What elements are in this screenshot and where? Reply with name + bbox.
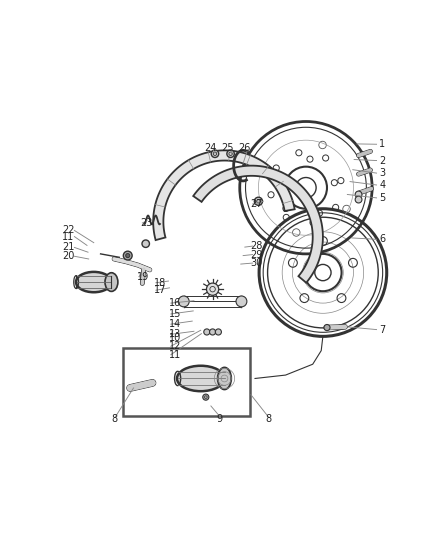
Bar bbox=[123, 348, 250, 416]
Circle shape bbox=[203, 394, 209, 400]
Text: 28: 28 bbox=[251, 241, 263, 251]
Text: 7: 7 bbox=[379, 325, 385, 335]
Text: 13: 13 bbox=[169, 329, 181, 340]
Text: 19: 19 bbox=[137, 272, 149, 281]
Text: 12: 12 bbox=[169, 341, 181, 351]
Circle shape bbox=[206, 283, 219, 295]
Circle shape bbox=[227, 150, 234, 157]
Text: 4: 4 bbox=[379, 180, 385, 190]
Text: 27: 27 bbox=[251, 199, 263, 209]
Text: 30: 30 bbox=[251, 258, 263, 268]
Circle shape bbox=[254, 197, 262, 205]
Circle shape bbox=[142, 240, 149, 247]
Circle shape bbox=[126, 254, 130, 257]
Circle shape bbox=[355, 196, 362, 203]
Text: 20: 20 bbox=[62, 251, 74, 261]
Text: 25: 25 bbox=[222, 143, 234, 152]
Text: 15: 15 bbox=[169, 309, 181, 319]
Text: 17: 17 bbox=[154, 285, 166, 295]
Text: 1: 1 bbox=[379, 139, 385, 149]
Ellipse shape bbox=[177, 366, 224, 391]
Circle shape bbox=[204, 329, 210, 335]
Text: 10: 10 bbox=[169, 333, 181, 343]
Circle shape bbox=[178, 296, 189, 307]
Polygon shape bbox=[124, 253, 131, 259]
Ellipse shape bbox=[218, 367, 231, 390]
Ellipse shape bbox=[76, 272, 112, 292]
Text: 11: 11 bbox=[169, 350, 181, 360]
Text: 14: 14 bbox=[169, 319, 181, 329]
Ellipse shape bbox=[105, 273, 118, 292]
Text: 3: 3 bbox=[379, 168, 385, 178]
Text: 23: 23 bbox=[140, 218, 152, 228]
Polygon shape bbox=[153, 150, 295, 240]
Circle shape bbox=[324, 325, 330, 330]
Text: 6: 6 bbox=[379, 235, 385, 244]
Circle shape bbox=[355, 191, 362, 198]
Text: 5: 5 bbox=[379, 193, 385, 203]
Circle shape bbox=[124, 251, 132, 260]
Text: 18: 18 bbox=[154, 278, 166, 288]
Circle shape bbox=[209, 329, 215, 335]
Circle shape bbox=[211, 150, 219, 157]
Text: 8: 8 bbox=[265, 414, 272, 424]
Text: 22: 22 bbox=[62, 225, 74, 236]
Text: 11: 11 bbox=[62, 231, 74, 241]
Circle shape bbox=[236, 296, 247, 307]
Text: 9: 9 bbox=[216, 414, 223, 424]
Polygon shape bbox=[193, 166, 323, 282]
Text: 21: 21 bbox=[62, 243, 74, 253]
Text: 26: 26 bbox=[239, 143, 251, 152]
Circle shape bbox=[215, 329, 222, 335]
Text: 24: 24 bbox=[204, 143, 216, 152]
Text: 2: 2 bbox=[379, 156, 385, 166]
Text: 29: 29 bbox=[251, 249, 263, 260]
Text: 16: 16 bbox=[169, 298, 181, 308]
Text: 8: 8 bbox=[111, 414, 117, 424]
